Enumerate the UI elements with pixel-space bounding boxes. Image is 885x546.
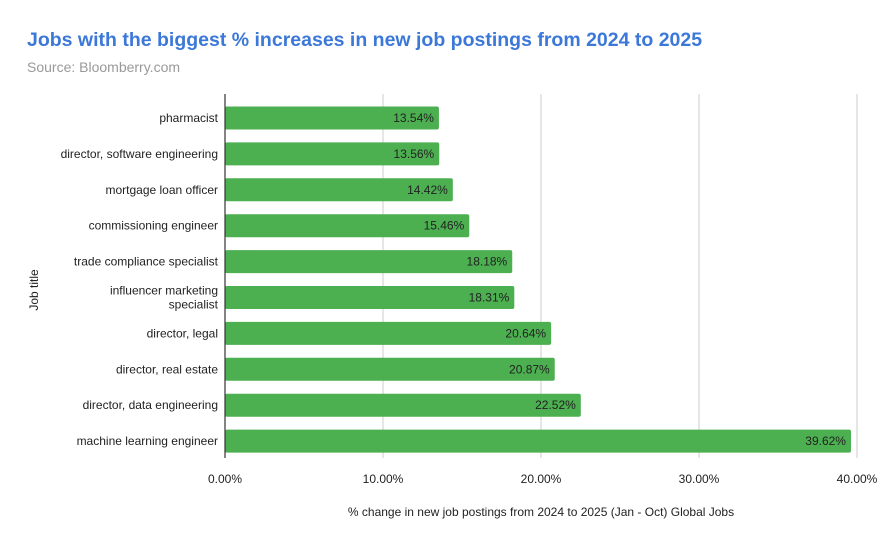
y-tick-label: pharmacist (159, 111, 218, 125)
bar (225, 321, 552, 345)
y-tick-label: director, data engineering (83, 398, 218, 412)
x-tick-label: 20.00% (521, 472, 562, 486)
data-label: 15.46% (424, 219, 465, 233)
bar (225, 106, 439, 130)
bar (225, 178, 453, 202)
x-tick-label: 10.00% (363, 472, 404, 486)
y-tick-label: commissioning engineer (89, 219, 218, 233)
y-tick-label: mortgage loan officer (105, 183, 218, 197)
bar (225, 286, 515, 309)
bar (225, 142, 440, 166)
x-tick-label: 30.00% (679, 472, 720, 486)
bar (225, 393, 581, 417)
y-tick-label: specialist (169, 298, 219, 312)
y-tick-label: trade compliance specialist (74, 255, 219, 269)
bar (225, 357, 555, 381)
y-tick-label: influencer marketing (110, 284, 218, 298)
y-tick-label: director, software engineering (61, 147, 218, 161)
data-label: 22.52% (535, 398, 576, 412)
data-label: 20.64% (505, 326, 546, 340)
data-label: 13.54% (393, 111, 434, 125)
y-tick-label: director, real estate (116, 362, 218, 376)
data-label: 13.56% (394, 147, 435, 161)
y-tick-label: director, legal (147, 326, 218, 340)
data-label: 14.42% (407, 183, 448, 197)
chart-title: Jobs with the biggest % increases in new… (27, 29, 703, 51)
data-label: 39.62% (805, 434, 846, 448)
y-axis-title: Job title (27, 269, 41, 311)
bar (225, 214, 470, 238)
x-tick-label: 0.00% (208, 472, 242, 486)
bar (225, 429, 851, 453)
x-axis-title: % change in new job postings from 2024 t… (348, 505, 734, 519)
bar (225, 250, 513, 274)
x-tick-label: 40.00% (837, 472, 878, 486)
y-tick-label: machine learning engineer (77, 434, 218, 448)
chart-subtitle: Source: Bloomberry.com (27, 59, 181, 75)
data-label: 18.31% (469, 291, 510, 305)
data-label: 18.18% (467, 255, 508, 269)
data-label: 20.87% (509, 362, 550, 376)
